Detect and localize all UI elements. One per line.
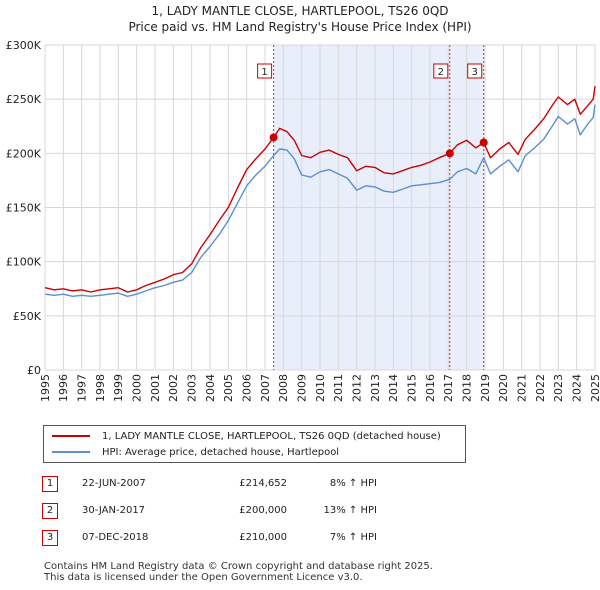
x-tick-label: 1995: [39, 374, 52, 402]
y-tick-label: £250K: [6, 93, 42, 106]
sale-point: [445, 149, 454, 158]
sale-point: [269, 133, 278, 142]
transaction-price: £200,000: [239, 505, 287, 516]
x-tick-label: 2024: [571, 374, 584, 402]
transaction-price: £210,000: [239, 532, 287, 543]
x-tick-label: 1999: [112, 374, 125, 402]
x-tick-label: 2010: [314, 374, 327, 402]
x-tick-label: 2013: [369, 374, 382, 402]
sale-marker-box: [467, 63, 483, 79]
table-row: 1 22-JUN-2007 £214,652 8% ↑ HPI: [42, 470, 377, 497]
x-tick-label: 2007: [259, 374, 272, 402]
transaction-hpi: 7% ↑ HPI: [329, 532, 377, 543]
x-tick-label: 2006: [241, 374, 254, 402]
sale-marker-label: 3: [472, 67, 478, 78]
hpi-line: [44, 104, 596, 297]
y-tick-label: £0: [27, 364, 41, 377]
y-tick-label: £100K: [6, 256, 42, 269]
y-tick-label: £200K: [6, 147, 42, 160]
sale-marker-box: [257, 63, 273, 79]
legend-swatch-red: [52, 435, 90, 437]
transaction-hpi: 13% ↑ HPI: [323, 505, 377, 516]
transaction-date: 30-JAN-2017: [82, 505, 146, 516]
x-tick-label: 1997: [76, 374, 89, 402]
transaction-number: 3: [42, 529, 58, 546]
x-tick-label: 2008: [277, 374, 290, 402]
legend-item-property: 1, LADY MANTLE CLOSE, HARTLEPOOL, TS26 0…: [52, 429, 441, 443]
x-tick-label: 2004: [204, 374, 217, 402]
legend-swatch-blue: [52, 451, 90, 453]
x-tick-label: 2002: [167, 374, 180, 402]
x-tick-label: 2020: [497, 374, 510, 402]
sale-point: [479, 138, 488, 147]
x-tick-label: 2021: [516, 374, 529, 402]
x-tick-label: 2016: [424, 374, 437, 402]
transaction-number: 1: [42, 475, 58, 492]
x-tick-label: 2022: [534, 374, 547, 402]
y-tick-label: £50K: [13, 310, 42, 323]
sale-marker-label: 2: [438, 67, 444, 78]
x-tick-label: 2003: [186, 374, 199, 402]
x-tick-label: 2015: [406, 374, 419, 402]
footer: Contains HM Land Registry data © Crown c…: [44, 561, 433, 583]
transaction-price: £214,652: [239, 478, 287, 489]
y-tick-label: £300K: [6, 39, 42, 52]
x-tick-label: 2018: [461, 374, 474, 402]
x-tick-label: 2012: [351, 374, 364, 402]
footer-copyright: Contains HM Land Registry data © Crown c…: [44, 561, 433, 572]
sale-marker-label: 1: [261, 67, 267, 78]
legend-item-hpi: HPI: Average price, detached house, Hart…: [52, 445, 339, 459]
x-tick-label: 2019: [479, 374, 492, 402]
x-tick-label: 2009: [296, 374, 309, 402]
y-tick-label: £150K: [6, 202, 42, 215]
price-chart: £0 £50K £100K £150K £200K £250K £300K 1995 1996 1…: [6, 39, 600, 402]
table-row: 3 07-DEC-2018 £210,000 7% ↑ HPI: [42, 524, 377, 551]
transaction-hpi: 8% ↑ HPI: [329, 478, 377, 489]
x-tick-label: 2001: [149, 374, 162, 402]
x-tick-label: 2011: [332, 374, 345, 402]
property-price-line: [44, 86, 596, 293]
x-tick-label: 2025: [589, 374, 600, 402]
legend-label: HPI: Average price, detached house, Hart…: [102, 446, 340, 458]
x-tick-label: 1996: [57, 374, 70, 402]
table-row: 2 30-JAN-2017 £200,000 13% ↑ HPI: [42, 497, 377, 524]
footer-licence: This data is licensed under the Open Gov…: [44, 572, 363, 583]
legend-label: 1, LADY MANTLE CLOSE, HARTLEPOOL, TS26 0…: [102, 430, 441, 442]
x-tick-label: 1998: [94, 374, 107, 402]
sale-marker-box: [433, 63, 449, 79]
transaction-date: 07-DEC-2018: [82, 532, 149, 543]
x-tick-label: 2023: [552, 374, 565, 402]
chart-subtitle: Price paid vs. HM Land Registry's House …: [128, 20, 472, 34]
x-tick-label: 2005: [222, 374, 235, 402]
chart-title: 1, LADY MANTLE CLOSE, HARTLEPOOL, TS26 0…: [151, 4, 449, 18]
transaction-date: 22-JUN-2007: [82, 478, 146, 489]
x-tick-label: 2017: [442, 374, 455, 402]
x-tick-label: 2000: [131, 374, 144, 402]
transactions-table: 1 22-JUN-2007 £214,652 8% ↑ HPI 2 30-JAN…: [42, 470, 377, 551]
x-tick-label: 2014: [387, 374, 400, 402]
legend: 1, LADY MANTLE CLOSE, HARTLEPOOL, TS26 0…: [43, 425, 466, 463]
transaction-number: 2: [42, 502, 58, 519]
